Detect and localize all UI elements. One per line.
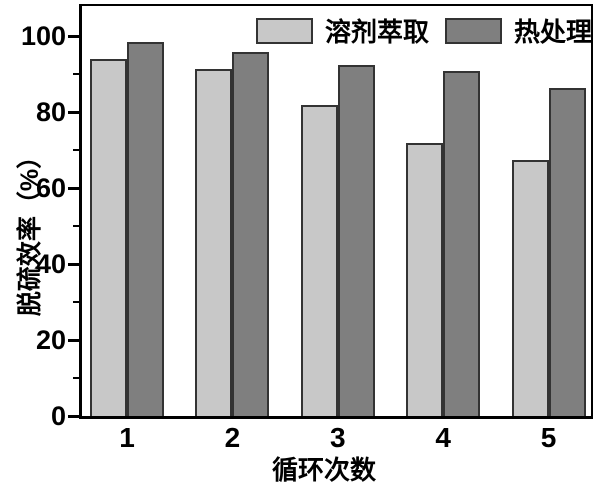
- y-major-tick: [68, 110, 79, 114]
- bar-溶剂萃取-1: [90, 59, 127, 416]
- bar-热处理-1: [127, 42, 164, 416]
- legend-label: 溶剂萃取: [325, 17, 430, 47]
- y-tick-label: 0: [50, 401, 66, 431]
- y-minor-tick: [73, 377, 79, 380]
- legend-swatch: [256, 17, 313, 44]
- y-major-tick: [68, 262, 79, 266]
- bar-溶剂萃取-5: [511, 160, 549, 416]
- y-tick-label: 20: [35, 325, 66, 356]
- x-tick-label-3: 3: [330, 422, 346, 453]
- y-tick-label: 80: [35, 97, 66, 128]
- legend-label: 热处理: [514, 17, 593, 47]
- y-tick-label: 100: [20, 21, 66, 52]
- y-tick-label: 40: [35, 249, 66, 280]
- x-tick-label-5: 5: [540, 422, 557, 453]
- legend-item-溶剂萃取: 溶剂萃取: [256, 12, 429, 49]
- y-minor-tick: [73, 225, 79, 228]
- y-minor-tick: [73, 301, 79, 304]
- y-axis-title: 脱硫效率（%）: [16, 143, 44, 317]
- y-minor-tick: [73, 149, 79, 152]
- bar-热处理-4: [443, 71, 481, 416]
- y-major-tick: [68, 338, 79, 342]
- x-axis-title: 循环次数: [271, 455, 377, 482]
- y-major-tick: [68, 186, 79, 190]
- x-tick-label-2: 2: [224, 422, 241, 453]
- bar-热处理-3: [337, 65, 375, 416]
- legend: 溶剂萃取 热处理: [256, 12, 592, 49]
- y-major-tick: [68, 414, 79, 418]
- bar-溶剂萃取-4: [406, 143, 444, 416]
- bar-热处理-5: [548, 88, 586, 416]
- bar-溶剂萃取-3: [300, 105, 338, 416]
- legend-item-热处理: 热处理: [445, 12, 592, 49]
- legend-swatch: [445, 17, 503, 44]
- bar-溶剂萃取-2: [195, 69, 233, 416]
- y-minor-tick: [73, 73, 79, 76]
- y-major-tick: [68, 34, 79, 38]
- bar-热处理-2: [232, 52, 270, 416]
- x-tick-label-4: 4: [435, 422, 451, 453]
- plot-area: 溶剂萃取 热处理: [79, 4, 593, 419]
- y-tick-label: 60: [35, 173, 66, 204]
- bars-layer: [82, 6, 591, 416]
- x-tick-label-1: 1: [119, 422, 135, 453]
